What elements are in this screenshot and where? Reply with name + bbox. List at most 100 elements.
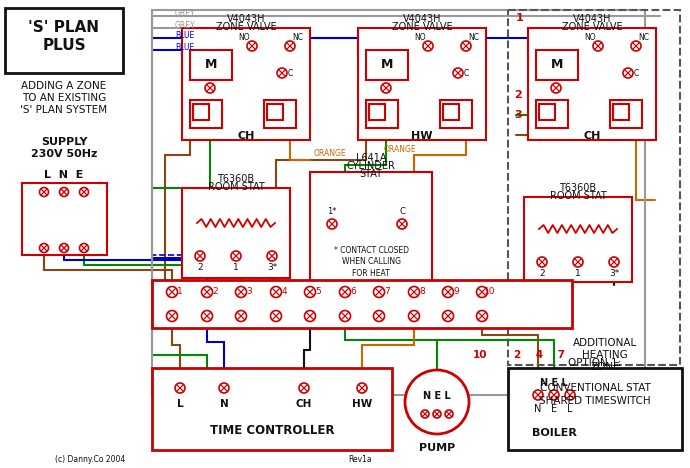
Bar xyxy=(443,104,459,120)
Circle shape xyxy=(631,41,641,51)
Text: L: L xyxy=(567,404,573,414)
Bar xyxy=(182,28,310,140)
Circle shape xyxy=(235,310,246,322)
Text: 2: 2 xyxy=(514,90,522,100)
Bar xyxy=(366,100,398,128)
Text: 2: 2 xyxy=(197,263,203,272)
Text: NC: NC xyxy=(293,34,304,43)
Text: GREY: GREY xyxy=(175,22,196,30)
Text: V4043H: V4043H xyxy=(403,14,441,24)
Text: NO: NO xyxy=(584,34,595,43)
Text: ROOM STAT: ROOM STAT xyxy=(208,182,264,192)
Text: 2: 2 xyxy=(539,270,545,278)
Text: 'S' PLAN: 'S' PLAN xyxy=(28,20,99,35)
Text: C: C xyxy=(633,68,639,78)
Circle shape xyxy=(609,257,619,267)
Text: ADDITIONAL
HEATING
ZONE: ADDITIONAL HEATING ZONE xyxy=(573,337,637,373)
Text: (c) Danny.Co 2004: (c) Danny.Co 2004 xyxy=(55,455,125,465)
Text: N E L: N E L xyxy=(540,378,568,388)
Text: N E L: N E L xyxy=(423,391,451,401)
Bar xyxy=(310,172,432,292)
Text: ROOM STAT: ROOM STAT xyxy=(550,191,607,201)
Circle shape xyxy=(166,310,177,322)
Circle shape xyxy=(270,286,282,298)
Circle shape xyxy=(299,383,309,393)
Text: * CONTACT CLOSED
WHEN CALLING
FOR HEAT: * CONTACT CLOSED WHEN CALLING FOR HEAT xyxy=(333,246,408,278)
Circle shape xyxy=(247,41,257,51)
Text: TIME CONTROLLER: TIME CONTROLLER xyxy=(210,424,334,438)
Bar xyxy=(152,10,645,395)
Bar xyxy=(152,368,392,450)
Bar xyxy=(536,50,578,80)
Circle shape xyxy=(201,286,213,298)
Circle shape xyxy=(477,310,488,322)
Bar xyxy=(528,28,656,140)
Circle shape xyxy=(235,286,246,298)
Text: 1: 1 xyxy=(233,263,239,272)
Circle shape xyxy=(408,310,420,322)
Circle shape xyxy=(79,243,88,253)
Bar xyxy=(267,104,283,120)
Text: T6360B: T6360B xyxy=(217,174,255,184)
Text: ZONE VALVE: ZONE VALVE xyxy=(562,22,622,32)
Text: NO: NO xyxy=(414,34,426,43)
Circle shape xyxy=(373,286,384,298)
Text: 1: 1 xyxy=(575,270,581,278)
Bar xyxy=(190,50,232,80)
Bar xyxy=(264,100,296,128)
Bar xyxy=(536,100,568,128)
Circle shape xyxy=(219,383,229,393)
Text: PUMP: PUMP xyxy=(419,443,455,453)
Text: N: N xyxy=(534,404,542,414)
Bar xyxy=(524,197,632,282)
Circle shape xyxy=(593,41,603,51)
Text: 3: 3 xyxy=(514,110,522,120)
Circle shape xyxy=(327,219,337,229)
Text: 10: 10 xyxy=(473,350,487,360)
Text: CYLINDER: CYLINDER xyxy=(346,161,395,171)
Circle shape xyxy=(423,41,433,51)
Circle shape xyxy=(453,68,463,78)
Text: 5: 5 xyxy=(315,287,321,297)
Text: V4043H: V4043H xyxy=(227,14,265,24)
Circle shape xyxy=(39,188,48,197)
Text: 2: 2 xyxy=(213,287,218,297)
Bar xyxy=(539,104,555,120)
Bar xyxy=(152,280,572,328)
Text: NC: NC xyxy=(469,34,480,43)
Bar xyxy=(508,10,680,365)
Circle shape xyxy=(445,410,453,418)
Circle shape xyxy=(339,310,351,322)
Text: 3*: 3* xyxy=(609,270,619,278)
Bar xyxy=(610,100,642,128)
Text: CH: CH xyxy=(237,131,255,141)
Text: 2    4    7: 2 4 7 xyxy=(515,350,566,360)
Circle shape xyxy=(304,310,315,322)
Circle shape xyxy=(573,257,583,267)
Bar xyxy=(440,100,472,128)
Bar xyxy=(190,100,222,128)
Text: CH: CH xyxy=(296,399,312,409)
Text: V4043H: V4043H xyxy=(573,14,611,24)
Text: ADDING A ZONE
TO AN EXISTING
'S' PLAN SYSTEM: ADDING A ZONE TO AN EXISTING 'S' PLAN SY… xyxy=(21,80,108,116)
Circle shape xyxy=(565,390,575,400)
Text: GREY: GREY xyxy=(175,8,196,17)
Text: E: E xyxy=(551,404,557,414)
Text: SUPPLY
230V 50Hz: SUPPLY 230V 50Hz xyxy=(31,137,97,159)
Text: HW: HW xyxy=(352,399,372,409)
Text: ZONE VALVE: ZONE VALVE xyxy=(216,22,276,32)
Circle shape xyxy=(39,243,48,253)
Bar xyxy=(369,104,385,120)
Text: BLUE: BLUE xyxy=(175,31,195,41)
Bar xyxy=(22,183,107,255)
Text: BOILER: BOILER xyxy=(531,428,576,438)
Text: 1*: 1* xyxy=(327,207,337,217)
Circle shape xyxy=(231,251,241,261)
Circle shape xyxy=(166,286,177,298)
Text: ORANGE: ORANGE xyxy=(314,149,346,159)
Circle shape xyxy=(270,310,282,322)
Text: NC: NC xyxy=(638,34,649,43)
Text: Rev1a: Rev1a xyxy=(348,455,372,465)
Text: M: M xyxy=(205,58,217,72)
Text: 7: 7 xyxy=(384,287,390,297)
